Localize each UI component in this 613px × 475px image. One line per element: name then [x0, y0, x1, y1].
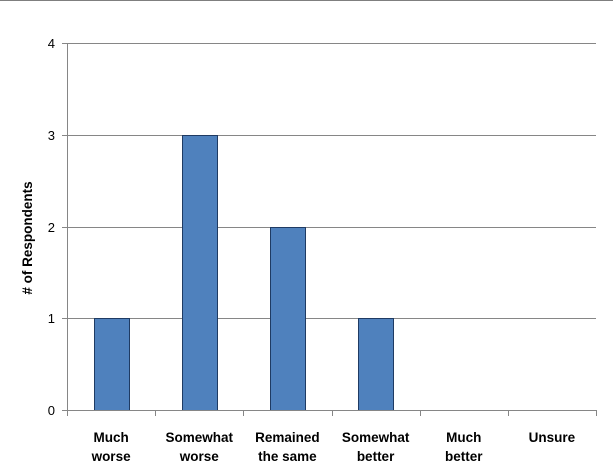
bar [270, 227, 306, 411]
x-category-labels: Much worse Somewhat worse Remained the same So… [91, 430, 576, 464]
bar [94, 318, 130, 411]
x-category-label: Much worse [91, 430, 132, 464]
bar [182, 135, 218, 411]
y-tick-labels: 0 1 2 3 4 [48, 36, 55, 418]
top-border [0, 0, 613, 1]
y-tick-label: 0 [48, 403, 55, 418]
y-tick-label: 1 [48, 311, 55, 326]
bars [94, 135, 394, 411]
y-tick-label: 3 [48, 128, 55, 143]
y-tick-label: 2 [48, 220, 55, 235]
axes [62, 43, 597, 416]
x-category-label: Much better [445, 430, 483, 464]
x-category-label: Somewhat worse [165, 430, 233, 464]
x-category-label: Unsure [529, 430, 576, 445]
x-category-label: Somewhat better [342, 430, 410, 464]
y-axis-label: # of Respondents [20, 181, 35, 294]
y-tick-label: 4 [48, 36, 55, 51]
gridlines [67, 43, 596, 319]
x-category-label: Remained the same [255, 430, 320, 464]
bar [358, 318, 394, 411]
